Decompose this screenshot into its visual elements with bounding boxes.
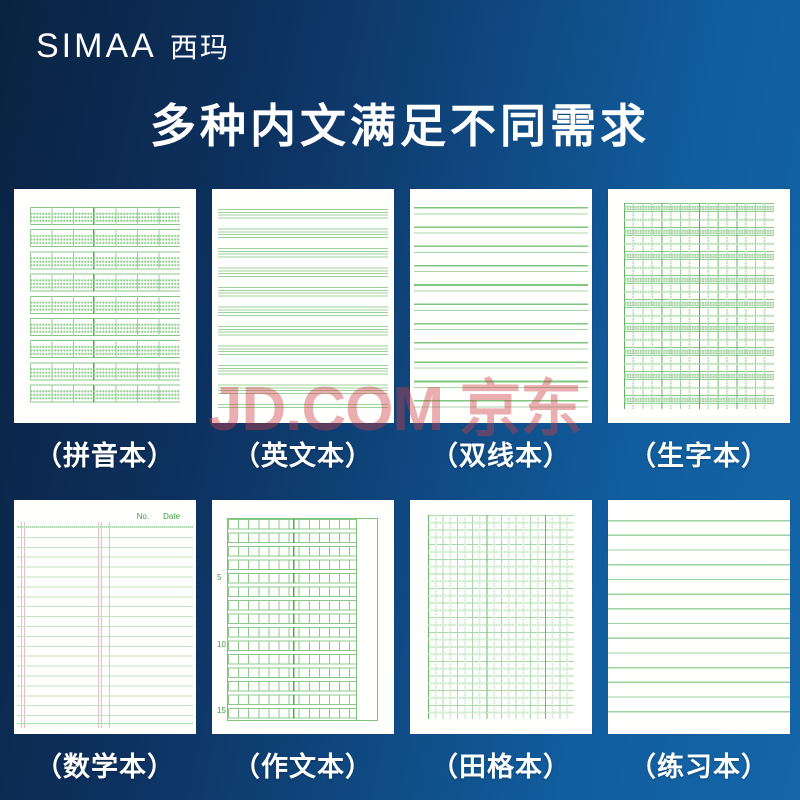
composition-page-preview: 5 10 15: [212, 500, 394, 734]
math-page-preview: No. Date: [14, 500, 196, 734]
notebook-card-practice: （练习本）: [608, 500, 790, 784]
page-title: 多种内文满足不同需求: [150, 100, 650, 152]
composition-row-number: 10: [217, 640, 226, 649]
practice-lines-pattern: [608, 520, 790, 722]
math-ruled-lines: [17, 526, 193, 724]
notebook-row-2: No. Date （数学本） 5 10 15 （作文本）: [14, 500, 790, 784]
notebook-label: （生字本）: [629, 441, 769, 471]
notebook-label: （数学本）: [35, 752, 175, 782]
brand-logo: SIMAA 西玛: [36, 26, 230, 66]
jd-watermark: JD.COM 京东: [208, 375, 582, 444]
notebook-label: （双线本）: [431, 441, 571, 471]
pinyin-grid-pattern: [30, 207, 180, 407]
math-date-label: Date: [163, 512, 180, 521]
notebook-card-shengzi: （生字本）: [608, 189, 790, 473]
math-page-header: No. Date: [137, 512, 180, 521]
pinyin-page-preview: [14, 189, 196, 423]
notebook-label: （英文本）: [233, 441, 373, 471]
composition-border-box: [227, 518, 378, 721]
notebook-label: （作文本）: [233, 752, 373, 782]
notebook-row-1: （拼音本） （英文本） （双线本） （生字本）: [14, 189, 790, 473]
practice-page-preview: [608, 500, 790, 734]
english-page-preview: [212, 189, 394, 423]
brand-logo-en: SIMAA: [36, 27, 157, 65]
double-line-page-preview: [410, 189, 592, 423]
notebook-label: （练习本）: [629, 752, 769, 782]
notebook-card-pinyin: （拼音本）: [14, 189, 196, 473]
notebook-card-composition: 5 10 15 （作文本）: [212, 500, 394, 784]
composition-row-number: 15: [217, 706, 226, 715]
notebook-label: （田格本）: [431, 752, 571, 782]
notebook-card-double-line: （双线本）: [410, 189, 592, 473]
tiange-page-preview: [410, 500, 592, 734]
notebook-label: （拼音本）: [35, 441, 175, 471]
notebook-card-english: （英文本）: [212, 189, 394, 473]
double-lines-pattern: [414, 207, 588, 409]
composition-cell-grid: [228, 519, 357, 720]
composition-row-number: 5: [217, 573, 222, 582]
shengzi-grid-pattern: [624, 203, 774, 409]
math-no-label: No.: [136, 512, 150, 521]
shengzi-page-preview: [608, 189, 790, 423]
english-lines-pattern: [218, 209, 388, 409]
tiange-grid-pattern: [428, 515, 574, 719]
brand-logo-cn: 西玛: [169, 32, 230, 63]
notebook-card-math: No. Date （数学本）: [14, 500, 196, 784]
notebook-card-tiange: （田格本）: [410, 500, 592, 784]
